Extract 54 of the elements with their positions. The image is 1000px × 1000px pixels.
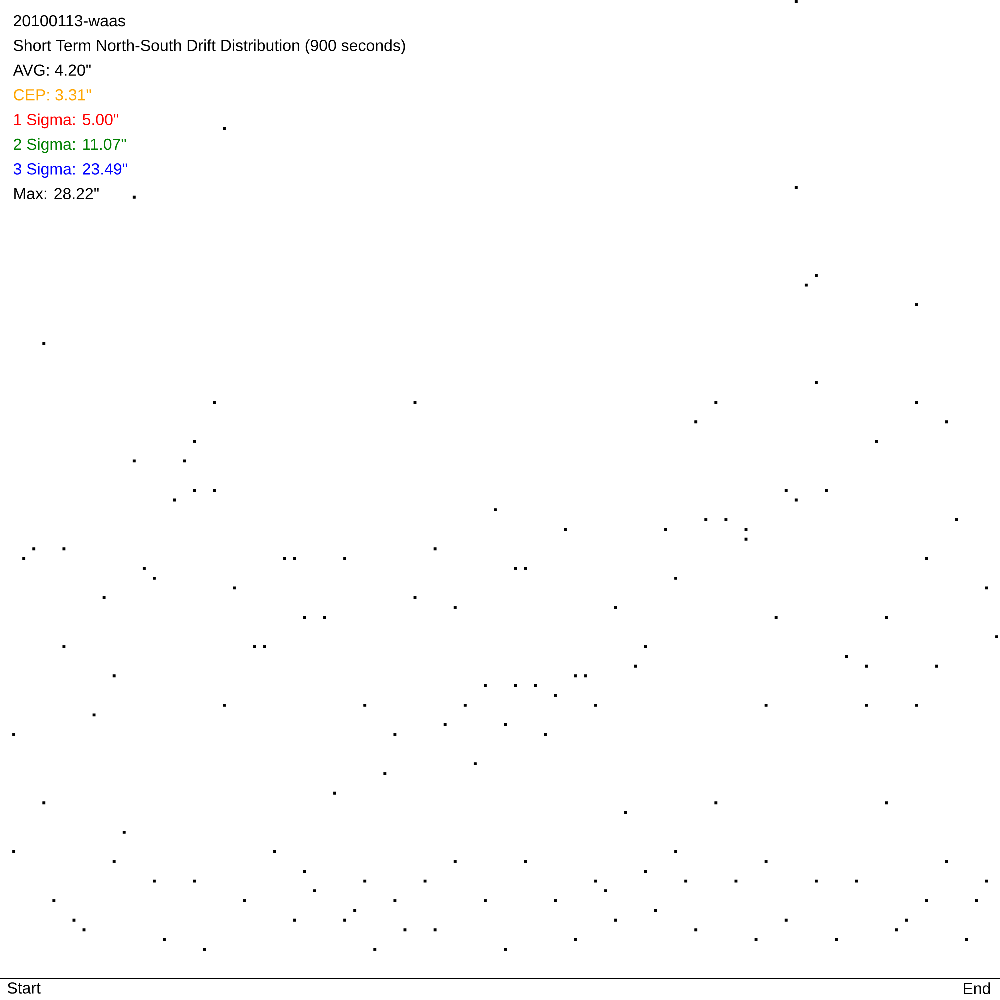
- point: [42, 802, 46, 805]
- point: [714, 802, 718, 805]
- point: [193, 440, 196, 444]
- point: [153, 880, 156, 883]
- point: [132, 196, 136, 199]
- point: [454, 860, 457, 864]
- point: [594, 880, 598, 883]
- point: [794, 498, 798, 502]
- x-tick-label: End: [964, 982, 990, 994]
- x-tick-label: Start: [8, 982, 41, 994]
- point: [62, 548, 66, 551]
- point: [434, 928, 437, 932]
- point: [213, 401, 216, 404]
- point: [764, 860, 768, 864]
- point: [815, 382, 818, 384]
- point: [744, 528, 748, 532]
- point: [574, 938, 578, 942]
- point: [484, 899, 487, 902]
- annotation: CEP: 3.31": [14, 89, 92, 101]
- point: [674, 850, 678, 854]
- annotation: 1 Sigma: 5.00": [14, 114, 118, 129]
- text: 20100113-waas: [14, 15, 126, 27]
- point: [986, 880, 988, 883]
- point: [193, 880, 196, 883]
- point: [303, 870, 306, 873]
- point: [915, 401, 918, 404]
- point: [364, 880, 367, 883]
- annotation: AVG: 4.20": [13, 64, 91, 76]
- point: [925, 899, 928, 902]
- point: [414, 596, 417, 600]
- point: [344, 918, 347, 922]
- point: [885, 802, 888, 805]
- annotation: Max: 28.22": [14, 188, 99, 200]
- point: [223, 704, 226, 707]
- point: [554, 899, 558, 902]
- point: [514, 567, 518, 570]
- point: [112, 860, 116, 864]
- point: [12, 850, 16, 854]
- point: [293, 918, 296, 922]
- point: [794, 186, 798, 190]
- point: [915, 704, 918, 707]
- point: [815, 880, 818, 883]
- point: [694, 928, 698, 932]
- text: Short Term North-South Drift Distribution (900 seconds): [14, 40, 406, 54]
- point: [504, 948, 507, 952]
- point: [614, 918, 618, 922]
- point: [865, 704, 868, 707]
- point: [945, 860, 948, 864]
- point: [524, 860, 528, 864]
- point: [644, 870, 648, 873]
- annotation: 3 Sigma: 23.49": [14, 163, 128, 178]
- point: [784, 918, 788, 922]
- annotation: 2 Sigma: 11.07": [14, 138, 126, 154]
- point: [394, 899, 397, 902]
